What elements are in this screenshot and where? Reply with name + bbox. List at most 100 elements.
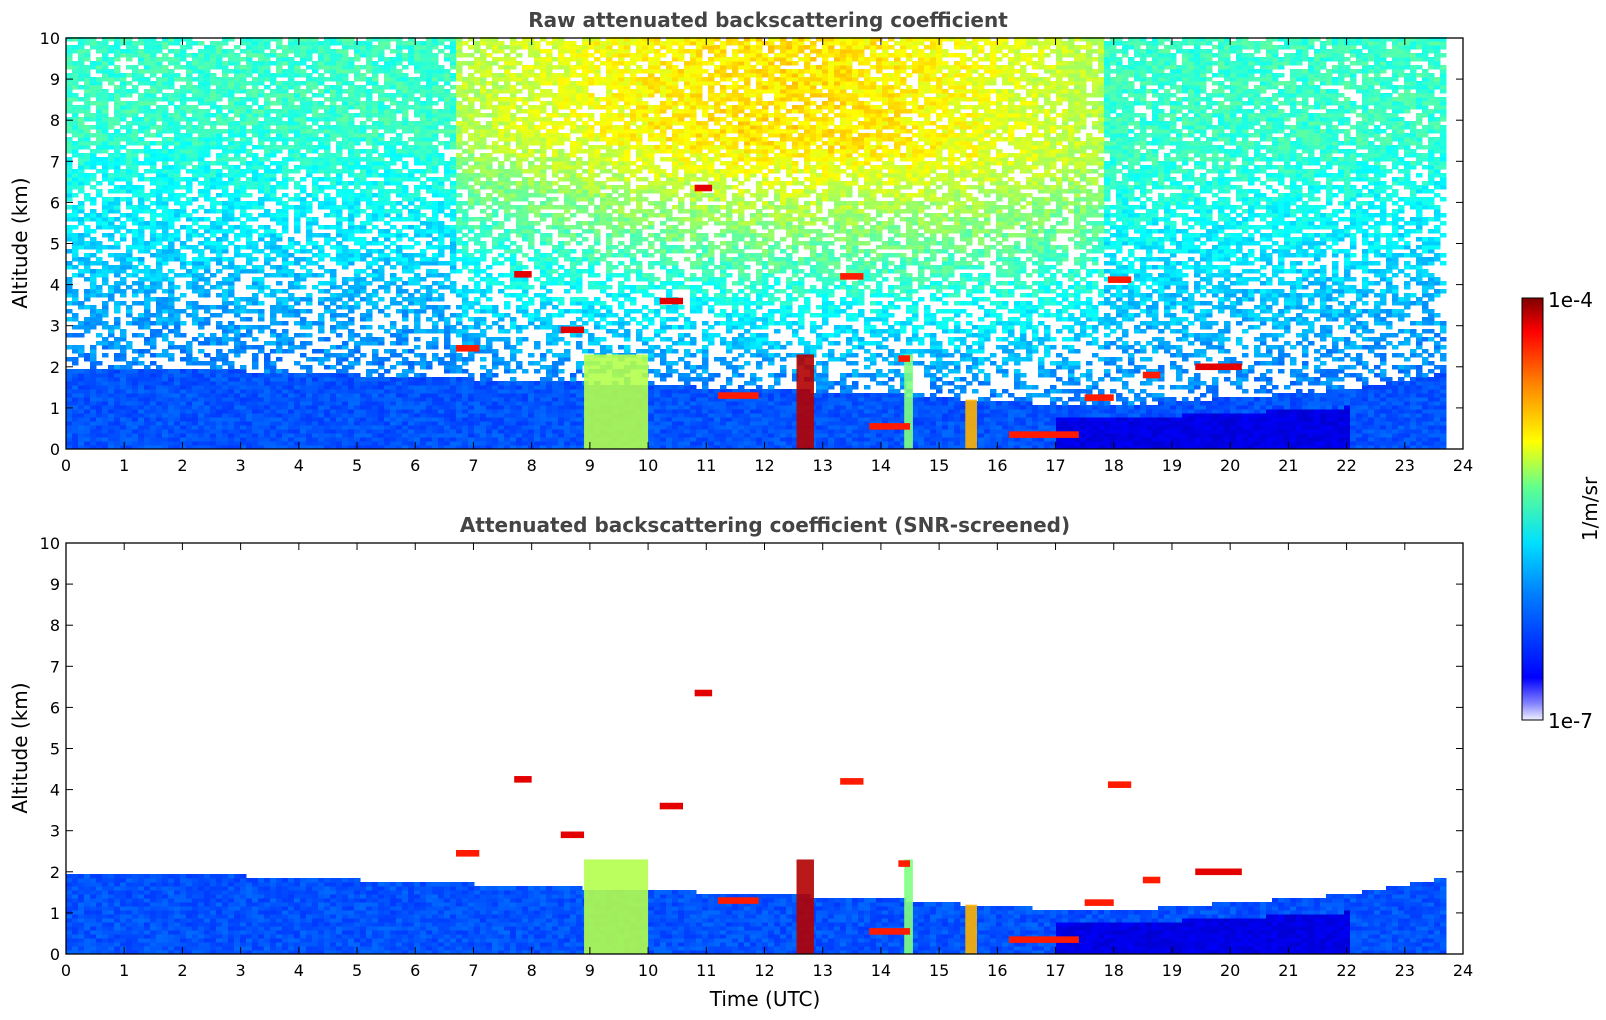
heatmap-cell xyxy=(330,293,337,298)
heatmap-cell xyxy=(342,409,349,414)
heatmap-cell xyxy=(150,85,157,90)
heatmap-cell xyxy=(282,377,289,382)
heatmap-cell xyxy=(378,185,385,190)
heatmap-cell xyxy=(444,333,451,338)
heatmap-cell xyxy=(378,249,385,254)
heatmap-cell xyxy=(126,305,133,310)
heatmap-cell xyxy=(450,209,457,214)
heatmap-cell xyxy=(204,417,211,422)
heatmap-cell xyxy=(162,189,169,194)
heatmap-cell xyxy=(228,377,235,382)
heatmap-cell xyxy=(354,281,361,286)
heatmap-cell xyxy=(366,193,373,198)
heatmap-cell xyxy=(246,261,253,266)
heatmap-cell xyxy=(162,109,169,114)
heatmap-cell xyxy=(342,429,349,434)
heatmap-cell xyxy=(150,217,157,222)
heatmap-cell xyxy=(450,361,457,366)
heatmap-cell xyxy=(336,249,343,254)
heatmap-cell xyxy=(204,377,211,382)
heatmap-cell xyxy=(108,57,115,62)
heatmap-cell xyxy=(396,285,403,290)
heatmap-cell xyxy=(438,361,445,366)
heatmap-cell xyxy=(162,249,169,254)
heatmap-cell xyxy=(384,45,391,50)
heatmap-cell xyxy=(390,341,397,346)
heatmap-cell xyxy=(84,441,91,446)
heatmap-cell xyxy=(312,429,319,434)
heatmap-cell xyxy=(426,257,433,262)
heatmap-cell xyxy=(192,165,199,170)
heatmap-cell xyxy=(264,273,271,278)
heatmap-cell xyxy=(372,65,379,70)
heatmap-cell xyxy=(414,393,421,398)
heatmap-cell xyxy=(252,217,259,222)
heatmap-cell xyxy=(174,377,181,382)
heatmap-cell xyxy=(138,301,145,306)
heatmap-cell xyxy=(426,53,433,58)
heatmap-cell xyxy=(234,189,241,194)
heatmap-cell xyxy=(72,117,79,122)
heatmap-cell xyxy=(66,277,73,282)
heatmap-cell xyxy=(330,213,337,218)
heatmap-cell xyxy=(318,89,325,94)
heatmap-cell xyxy=(252,133,259,138)
heatmap-cell xyxy=(318,441,325,446)
heatmap-cell xyxy=(456,433,463,438)
heatmap-cell xyxy=(390,49,397,54)
heatmap-cell xyxy=(282,409,289,414)
heatmap-cell xyxy=(84,353,91,358)
heatmap-cell xyxy=(90,149,97,154)
heatmap-cell xyxy=(144,317,151,322)
heatmap-cell xyxy=(276,121,283,126)
heatmap-cell xyxy=(90,409,97,414)
heatmap-cell xyxy=(288,77,295,82)
heatmap-cell xyxy=(426,365,433,370)
heatmap-cell xyxy=(288,401,295,406)
heatmap-cell xyxy=(150,269,157,274)
heatmap-cell xyxy=(228,273,235,278)
heatmap-cell xyxy=(348,145,355,150)
heatmap-cell xyxy=(234,185,241,190)
heatmap-cell xyxy=(114,257,121,262)
heatmap-cell xyxy=(288,385,295,390)
heatmap-cell xyxy=(288,121,295,126)
heatmap-cell xyxy=(264,389,271,394)
heatmap-cell xyxy=(396,73,403,78)
heatmap-cell xyxy=(198,389,205,394)
heatmap-cell xyxy=(240,69,247,74)
heatmap-cell xyxy=(330,157,337,162)
heatmap-cell xyxy=(330,397,337,402)
heatmap-cell xyxy=(402,101,409,106)
heatmap-cell xyxy=(432,297,439,302)
heatmap-cell xyxy=(72,185,79,190)
heatmap-cell xyxy=(318,45,325,50)
heatmap-cell xyxy=(252,121,259,126)
heatmap-cell xyxy=(198,349,205,354)
heatmap-cell xyxy=(120,381,127,386)
heatmap-cell xyxy=(204,89,211,94)
heatmap-cell xyxy=(330,205,337,210)
heatmap-cell xyxy=(108,45,115,50)
heatmap-cell xyxy=(330,365,337,370)
heatmap-cell xyxy=(294,165,301,170)
heatmap-cell xyxy=(426,377,433,382)
heatmap-cell xyxy=(342,437,349,442)
heatmap-cell xyxy=(306,425,313,430)
heatmap-cell xyxy=(252,125,259,130)
heatmap-cell xyxy=(366,89,373,94)
heatmap-cell xyxy=(402,141,409,146)
heatmap-cell xyxy=(288,389,295,394)
heatmap-cell xyxy=(114,169,121,174)
heatmap-cell xyxy=(366,169,373,174)
heatmap-cell xyxy=(222,417,229,422)
heatmap-cell xyxy=(288,373,295,378)
heatmap-cell xyxy=(318,393,325,398)
heatmap-cell xyxy=(132,105,139,110)
heatmap-cell xyxy=(414,49,421,54)
heatmap-cell xyxy=(282,273,289,278)
heatmap-cell xyxy=(72,153,79,158)
heatmap-cell xyxy=(138,285,145,290)
heatmap-cell xyxy=(444,117,451,122)
heatmap-cell xyxy=(132,213,139,218)
